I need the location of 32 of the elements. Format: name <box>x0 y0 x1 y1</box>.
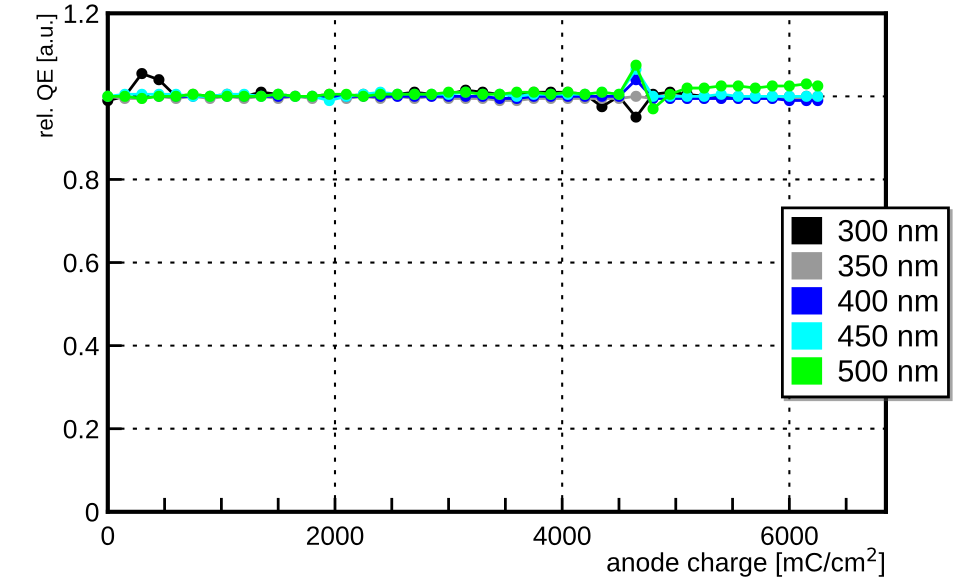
y-tick-label: 0 <box>86 502 98 522</box>
y-tick-label: 0.2 <box>64 420 98 439</box>
point <box>732 80 744 92</box>
x-axis-title: anode charge [mC/cm$^{2}$] <box>607 548 884 577</box>
point <box>630 90 642 102</box>
legend-label: 300 nm <box>838 220 938 242</box>
point <box>630 60 642 71</box>
point <box>750 82 761 94</box>
x-tick-label: 6000 <box>761 526 818 546</box>
y-axis-title: rel. QE [a.u.] <box>36 14 58 137</box>
point <box>784 80 795 92</box>
legend-label: 500 nm <box>838 360 938 382</box>
point <box>800 78 812 90</box>
x-tick-label: 2000 <box>306 526 364 546</box>
point <box>766 80 778 92</box>
point <box>716 80 727 92</box>
x-tick-label: 4000 <box>533 526 590 546</box>
legend-label: 350 nm <box>838 254 938 277</box>
x-tick-label: 0 <box>101 526 114 546</box>
point <box>136 68 148 80</box>
point <box>647 103 659 114</box>
y-tick-label: 0.4 <box>64 336 99 356</box>
legend-label: 450 nm <box>838 325 938 347</box>
y-tick-label: 0.8 <box>64 170 98 190</box>
y-tick-label: 1.2 <box>64 4 98 23</box>
point <box>698 82 710 94</box>
point <box>812 80 824 92</box>
point <box>682 82 693 94</box>
point <box>630 112 642 123</box>
point <box>153 74 164 86</box>
y-tick-label: 0.6 <box>64 254 98 272</box>
legend-label: 400 nm <box>838 290 938 312</box>
